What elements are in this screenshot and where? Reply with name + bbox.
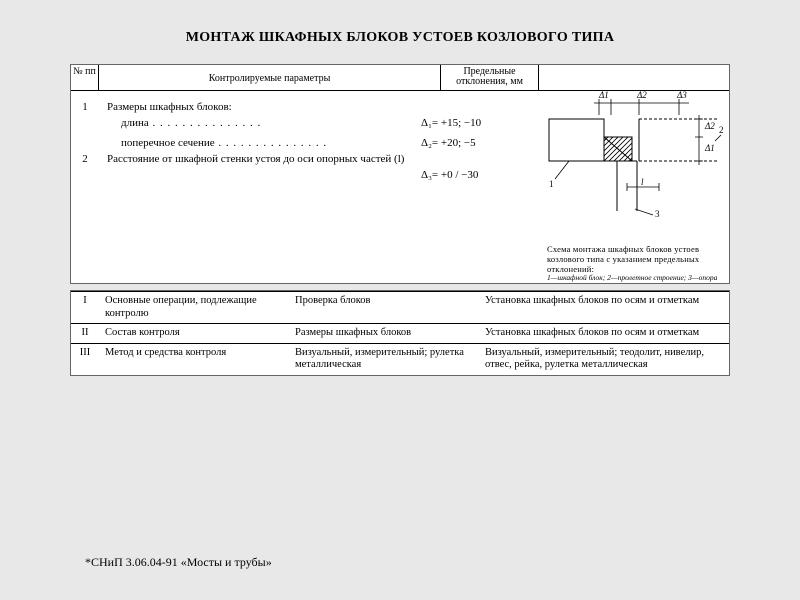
table-row: II Состав контроля Размеры шкафных блоко… [71, 324, 729, 344]
table-row: III Метод и средства контроля Визуальный… [71, 343, 729, 375]
header-tol: Предельные отклонения, мм [441, 65, 539, 90]
table-row: I Основные операции, подлежащие контролю… [71, 292, 729, 324]
caption-line1: Схема монтажа шкафных блоков устоев козл… [547, 245, 727, 274]
cell-c2: Визуальный, измерительный; рулетка метал… [289, 343, 479, 375]
header-num: № пп [71, 65, 99, 90]
row1-sub1-tol: Δ₁= +15; −10 [421, 117, 481, 129]
cell-c3: Установка шкафных блоков по осям и отмет… [479, 292, 729, 324]
control-panel: I Основные операции, подлежащие контролю… [70, 290, 730, 376]
cell-num: III [71, 343, 99, 375]
header-param: Контролируемые параметры [99, 65, 441, 90]
footnote: *СНиП 3.06.04-91 «Мосты и трубы» [85, 555, 272, 570]
cell-c3: Визуальный, измерительный; теодолит, нив… [479, 343, 729, 375]
cell-num: I [71, 292, 99, 324]
row1-text: Размеры шкафных блоков: [107, 101, 407, 113]
diagram-pointer-2: 2 [719, 125, 724, 135]
diagram-pointer-3: 3 [655, 209, 660, 217]
diagram-pointer-1: 1 [549, 179, 554, 189]
row2-text: Расстояние от шкафной стенки устоя до ос… [107, 153, 417, 165]
diagram-label-d1v: Δ1 [704, 143, 715, 153]
diagram-label-d3: Δ3 [676, 91, 687, 100]
cell-num: II [71, 324, 99, 344]
row2-tol: Δ₃= +0 / −30 [421, 171, 478, 181]
parameters-panel: № пп Контролируемые параметры Предельные… [70, 64, 730, 284]
cell-c2: Проверка блоков [289, 292, 479, 324]
row1-num: 1 [71, 101, 99, 113]
row1-sub1: длина [121, 117, 401, 129]
page-title: МОНТАЖ ШКАФНЫХ БЛОКОВ УСТОЕВ КОЗЛОВОГО Т… [70, 30, 730, 46]
diagram-label-d2v: Δ2 [704, 121, 715, 131]
row1-sub2-tol: Δ₂= +20; −5 [421, 137, 476, 149]
cell-c1: Основные операции, подлежащие контролю [99, 292, 289, 324]
diagram-caption: Схема монтажа шкафных блоков устоев козл… [547, 245, 727, 283]
cell-c1: Метод и средства контроля [99, 343, 289, 375]
header-diagram-cell [539, 65, 729, 90]
diagram-svg: Δ1 Δ2 Δ3 Δ2 Δ1 l 1 2 3 [539, 91, 725, 217]
diagram-label-l: l [641, 177, 644, 187]
row1-sub2: поперечное сечение [121, 137, 381, 149]
caption-line2: 1—шкафной блок; 2—пролетное строение; 3—… [547, 274, 727, 283]
row2-num: 2 [71, 153, 99, 165]
cell-c3: Установка шкафных блоков по осям и отмет… [479, 324, 729, 344]
control-table: I Основные операции, подлежащие контролю… [71, 291, 729, 375]
diagram-label-d1: Δ1 [598, 91, 609, 100]
cell-c1: Состав контроля [99, 324, 289, 344]
cell-c2: Размеры шкафных блоков [289, 324, 479, 344]
diagram-label-d2: Δ2 [636, 91, 647, 100]
table1-header: № пп Контролируемые параметры Предельные… [71, 65, 729, 91]
